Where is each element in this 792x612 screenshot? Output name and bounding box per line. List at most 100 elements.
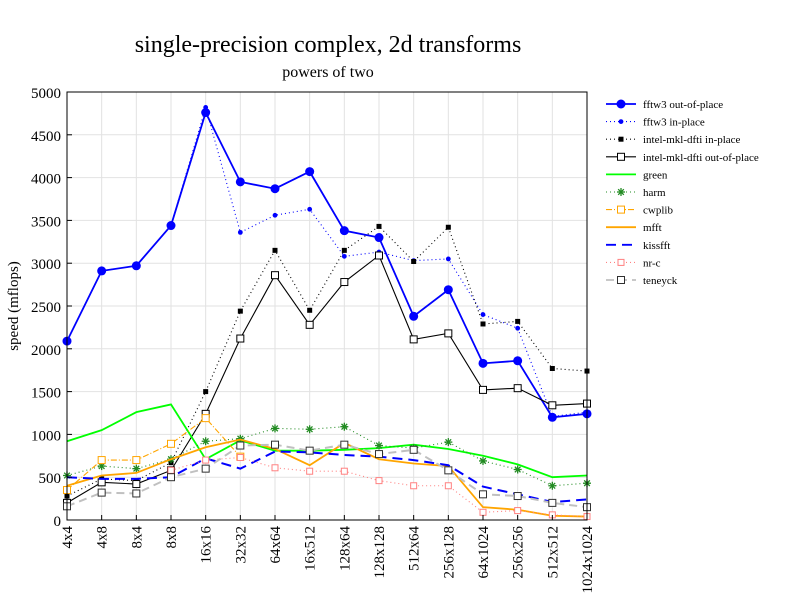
star-stroke — [98, 462, 105, 470]
data-point — [307, 307, 313, 313]
data-point — [480, 321, 486, 327]
y-tick-label: 4000 — [31, 172, 61, 188]
data-point — [167, 473, 175, 482]
data-point — [443, 285, 453, 295]
star-stroke — [479, 457, 487, 465]
data-point — [306, 467, 314, 475]
legend-label: green — [643, 169, 668, 181]
data-point — [548, 498, 557, 507]
y-axis-label: speed (mflops) — [6, 261, 22, 351]
y-tick-label: 500 — [39, 471, 62, 487]
data-point — [444, 466, 453, 475]
data-point — [444, 329, 453, 338]
data-point — [201, 464, 210, 473]
legend-label: intel-mkl-dfti in-place — [643, 134, 741, 146]
data-point — [97, 456, 106, 465]
data-point — [409, 445, 418, 454]
legend-label: fftw3 in-place — [643, 117, 705, 129]
legend-label: harm — [643, 187, 666, 199]
star-stroke — [341, 423, 348, 430]
data-point — [515, 325, 521, 331]
legend-label: teneyck — [643, 275, 678, 287]
data-point — [201, 437, 210, 446]
data-point — [375, 441, 383, 450]
data-point — [235, 177, 245, 187]
legend-marker — [616, 99, 626, 109]
data-point — [376, 223, 382, 229]
legend: fftw3 out-of-place fftw3 in-place intel-mk… — [606, 99, 759, 287]
data-point — [375, 477, 383, 485]
x-tick-label: 256x128 — [441, 526, 457, 579]
x-tick-label: 512x64 — [407, 526, 423, 572]
data-point — [411, 258, 417, 264]
data-point — [132, 480, 141, 489]
y-tick-label: 4500 — [31, 129, 61, 145]
series-line — [66, 254, 588, 504]
star-stroke — [617, 188, 625, 196]
data-point — [272, 247, 278, 253]
y-tick-label: 5000 — [31, 86, 61, 102]
data-point — [444, 438, 453, 447]
series-line — [66, 110, 588, 419]
data-point — [272, 212, 278, 218]
legend-item-mfft: mfft — [606, 222, 662, 234]
data-point — [305, 446, 314, 455]
data-point — [202, 456, 210, 464]
data-point — [409, 311, 419, 321]
legend-marker — [617, 188, 625, 196]
legend-item-intel-mkl-dfti-in-place: intel-mkl-dfti in-place — [606, 134, 741, 146]
y-axis: 0 500 1000 1500 2000 2500 3000 3500 4000 4500 5000 — [31, 86, 72, 530]
data-point — [97, 488, 106, 497]
x-tick-label: 8x4 — [129, 526, 145, 549]
data-point — [340, 278, 349, 287]
data-point — [270, 184, 280, 194]
data-point — [548, 481, 557, 490]
data-point — [375, 450, 383, 459]
x-tick-label: 1024x1024 — [580, 526, 596, 594]
series-line — [66, 443, 588, 509]
series-mfft — [66, 438, 588, 518]
data-point — [479, 508, 487, 516]
legend-item-cwplib: cwplib — [606, 205, 673, 217]
data-point — [479, 456, 487, 465]
legend-item-fftw3-out-of-place: fftw3 out-of-place — [606, 99, 723, 111]
chart-subtitle: powers of two — [282, 64, 374, 81]
data-point — [236, 454, 244, 462]
data-point — [201, 414, 210, 423]
data-point — [549, 414, 555, 419]
legend-item-kissfft: kissfft — [606, 240, 670, 252]
y-tick-label: 1500 — [31, 386, 61, 402]
x-tick-label: 4x4 — [60, 526, 76, 549]
x-tick-label: 128x128 — [372, 526, 388, 579]
data-point — [201, 108, 211, 118]
data-point — [271, 464, 279, 472]
data-point — [548, 401, 557, 410]
star-stroke — [375, 442, 383, 449]
data-point — [203, 389, 209, 395]
series-harm — [63, 422, 591, 490]
series-fftw3-out-of-place — [62, 108, 592, 422]
x-tick-label: 8x8 — [164, 526, 180, 549]
series-fftw3-in-place — [64, 105, 590, 419]
data-point — [271, 271, 279, 280]
data-point — [410, 482, 418, 490]
x-tick-label: 32x32 — [233, 526, 249, 564]
series-line — [66, 403, 588, 479]
chart-title: single-precision complex, 2d transforms — [135, 32, 522, 58]
data-point — [339, 226, 349, 236]
data-point — [133, 263, 139, 269]
series-line — [66, 105, 588, 418]
data-point — [514, 507, 522, 515]
legend-item-intel-mkl-dfti-out-of-place: intel-mkl-dfti out-of-place — [606, 152, 759, 164]
data-point — [340, 422, 349, 431]
data-point — [515, 318, 521, 324]
data-point — [203, 105, 209, 110]
legend-item-harm: harm — [606, 187, 666, 199]
star-stroke — [202, 437, 209, 445]
series-line — [66, 426, 588, 487]
data-point — [445, 256, 451, 262]
data-point — [409, 335, 418, 344]
data-point — [132, 464, 141, 473]
star-stroke — [133, 465, 140, 472]
legend-marker — [617, 276, 625, 284]
